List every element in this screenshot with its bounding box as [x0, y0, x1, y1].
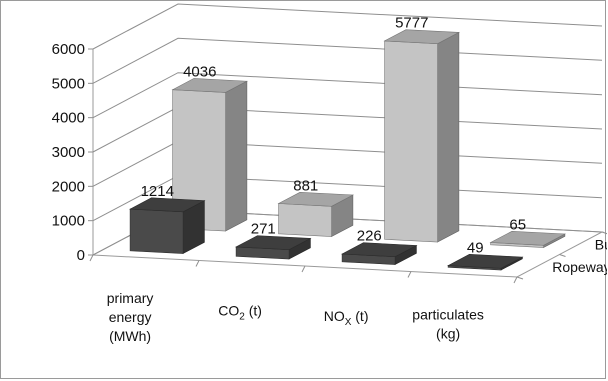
x-tick-mark — [195, 260, 200, 267]
bar-bus-1 — [277, 191, 355, 237]
bar-bus-2 — [383, 29, 461, 243]
bar-top — [128, 197, 206, 213]
data-label: 5777 — [395, 15, 428, 32]
series-label-ropeway: Ropeway — [552, 259, 607, 275]
gridline — [92, 106, 603, 153]
bar-top — [489, 230, 567, 246]
data-label: 49 — [467, 239, 484, 256]
category-labels: primary energy (MWh) CO2 (t) NOX (t) particul… — [107, 290, 484, 344]
category-label: CO2 (t) — [218, 302, 262, 322]
bar-top — [446, 253, 524, 269]
data-label: 226 — [357, 228, 382, 245]
category-label: (MWh) — [109, 328, 151, 344]
bar-front — [129, 208, 184, 254]
bar-front — [278, 203, 332, 237]
x-tick-mark — [89, 254, 94, 262]
series-labels: Ropeway Bus — [552, 236, 607, 275]
depth-tick-mark — [601, 231, 607, 235]
y-tick-label: 5000 — [52, 75, 85, 92]
y-tick-label: 3000 — [52, 144, 85, 161]
bar-side — [437, 31, 460, 243]
bar-top — [171, 78, 249, 93]
data-label: 881 — [293, 177, 318, 194]
gridline — [92, 3, 603, 50]
y-axis-ticks: 0 1000 2000 3000 4000 5000 6000 — [52, 41, 93, 264]
bar-side — [225, 80, 248, 232]
bar-ropeway-2 — [340, 242, 418, 265]
bar-bus-3 — [489, 230, 567, 248]
gridline — [92, 72, 603, 119]
gridline — [92, 37, 603, 84]
bar-ropeway-3 — [446, 253, 524, 271]
category-label: (kg) — [436, 325, 460, 341]
bar-bus-0 — [171, 78, 249, 232]
category-label: NOX (t) — [324, 308, 369, 328]
y-tick-label: 1000 — [52, 213, 85, 230]
category-label: particulates — [412, 306, 484, 322]
category-label: primary — [107, 290, 154, 306]
category-label: energy — [109, 309, 152, 325]
x-tick-mark — [301, 265, 306, 273]
data-label: 1214 — [141, 183, 174, 200]
data-label: 65 — [509, 216, 526, 233]
bar-top — [234, 235, 312, 251]
x-tick-mark — [407, 271, 412, 278]
x-tick-mark — [513, 276, 518, 284]
gridline — [92, 140, 603, 187]
data-label: 4036 — [183, 63, 216, 80]
y-tick-label: 0 — [77, 247, 85, 264]
y-tick-label: 6000 — [52, 41, 85, 58]
depth-tick-mark — [516, 276, 524, 280]
series-label-bus: Bus — [595, 236, 607, 252]
y-tick-label: 4000 — [52, 110, 85, 127]
bar-ropeway-0 — [128, 197, 206, 254]
depth-tick-mark — [559, 254, 566, 257]
bar-top — [340, 242, 418, 258]
bar-front — [384, 40, 438, 243]
data-labels: 4036 881 5777 65 1214 271 226 49 — [141, 15, 527, 257]
bar-ropeway-1 — [234, 235, 312, 260]
data-label: 271 — [251, 221, 276, 238]
bars — [128, 29, 567, 271]
bar-top — [277, 191, 355, 207]
bar-top — [383, 29, 461, 45]
y-tick-label: 2000 — [52, 178, 85, 195]
